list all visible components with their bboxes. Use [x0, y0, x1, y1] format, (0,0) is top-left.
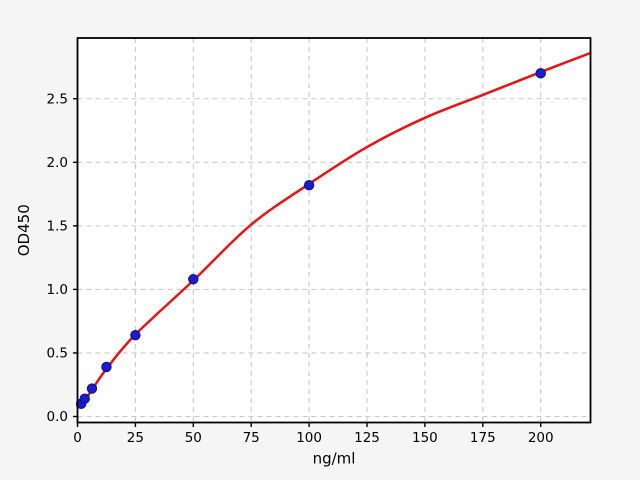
data-points [75, 68, 546, 410]
x-tick-label: 75 [243, 430, 260, 446]
y-tick-label: 2.0 [47, 155, 68, 171]
y-tick-label: 1.0 [47, 282, 68, 298]
plot-border [76, 37, 592, 424]
y-tick-labels: 0.0 0.5 1.0 1.5 2.0 2.5 [47, 91, 68, 425]
y-axis-label: OD450 [15, 204, 33, 256]
x-tick-label: 150 [412, 430, 438, 446]
x-axis-label: ng/ml [313, 450, 356, 468]
gridlines [76, 38, 591, 423]
x-tick-label: 25 [127, 430, 144, 446]
data-point [86, 383, 98, 394]
x-tick-label: 100 [296, 430, 322, 446]
x-tick-label: 0 [73, 430, 82, 446]
data-point [130, 329, 141, 341]
y-tick-label: 1.5 [47, 219, 68, 235]
x-tick-label: 200 [528, 430, 554, 446]
data-point [79, 393, 90, 404]
data-point [535, 68, 546, 79]
data-point [101, 361, 112, 373]
y-tick-label: 2.5 [47, 91, 68, 107]
x-tick-labels: 0 25 50 75 100 125 150 175 200 [73, 430, 553, 446]
data-point [188, 274, 199, 285]
data-point [303, 179, 315, 191]
plot-area [77, 38, 591, 423]
x-tick-label: 125 [354, 430, 380, 446]
y-tick-label: 0.0 [47, 409, 68, 425]
y-tick-label: 0.5 [47, 346, 68, 362]
x-tick-label: 175 [470, 430, 496, 446]
x-tick-label: 50 [185, 430, 202, 446]
